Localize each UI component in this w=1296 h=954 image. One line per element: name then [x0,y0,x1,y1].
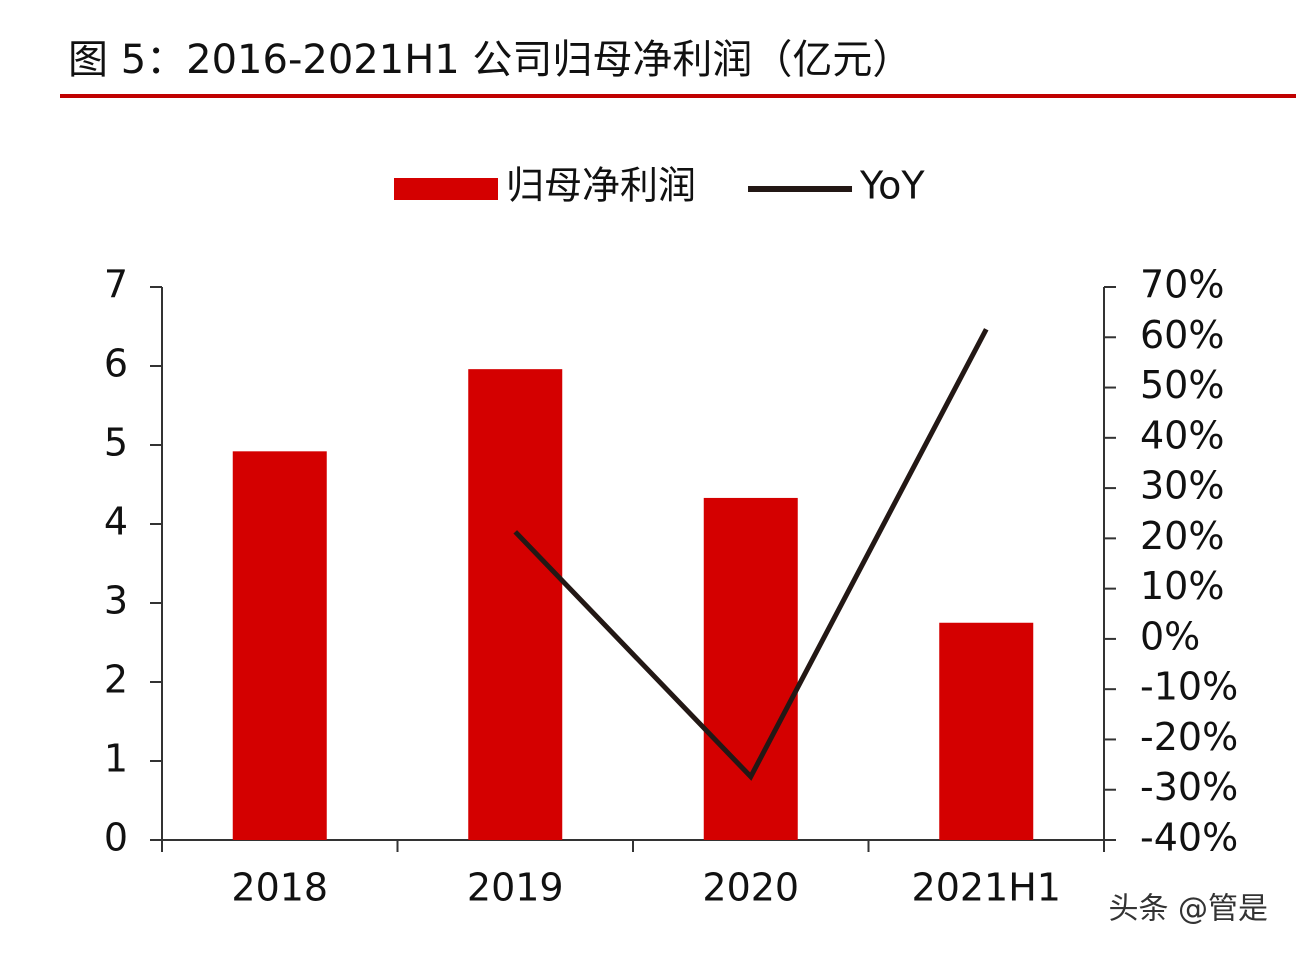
x-tick-label: 2018 [231,866,328,910]
y-tick-label: 2 [104,658,128,702]
y2-tick-label: -30% [1140,765,1238,809]
y2-tick-label: 0% [1140,614,1200,658]
watermark: 头条 @管是 [1108,892,1268,927]
y2-tick-label: 40% [1140,413,1224,457]
y-tick-label: 3 [104,579,128,623]
y2-tick-label: 30% [1140,464,1224,508]
bar [468,369,563,840]
title-rule [60,94,1296,98]
legend-label: YoY [859,164,925,208]
x-tick-label: 2020 [702,866,799,910]
y2-tick-label: 70% [1140,263,1224,307]
bar [232,451,327,840]
y2-tick-label: -10% [1140,665,1238,709]
y2-tick-label: 20% [1140,514,1224,558]
legend-label: 归母净利润 [506,164,696,208]
y-tick-label: 6 [104,342,128,386]
y-tick-label: 4 [104,500,128,544]
y-tick-label: 5 [104,421,128,465]
line [513,328,989,781]
y2-tick-label: 10% [1140,564,1224,608]
x-tick-label: 2019 [467,866,564,910]
y2-tick-label: 50% [1140,363,1224,407]
y-tick-label: 1 [104,737,128,781]
y2-tick-label: 60% [1140,313,1224,357]
y2-tick-label: -40% [1140,816,1238,860]
bar [703,497,798,840]
x-tick-label: 2021H1 [912,866,1061,910]
y-tick-label: 0 [104,816,128,860]
bar [939,622,1034,840]
y2-tick-label: -20% [1140,715,1238,759]
y-tick-label: 7 [104,263,128,307]
chart-title: 图 5：2016-2021H1 公司归母净利润（亿元） [68,37,912,83]
legend-swatch [394,178,498,200]
